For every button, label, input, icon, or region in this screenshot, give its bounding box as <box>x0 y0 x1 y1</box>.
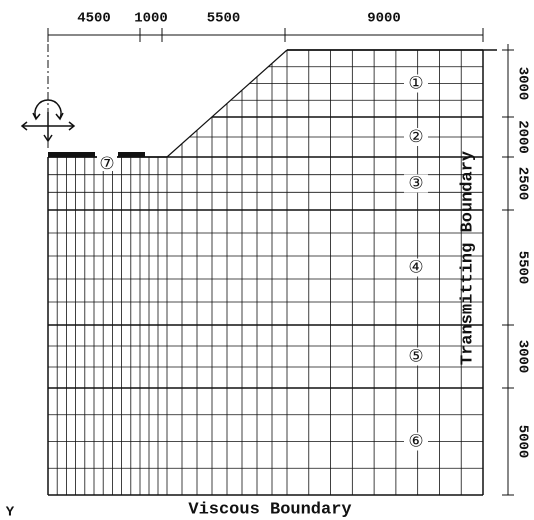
slope <box>166 49 288 158</box>
dimension-label: 5000 <box>514 425 530 459</box>
dimension-label: 2000 <box>514 120 530 154</box>
moment-arrowhead <box>32 112 41 121</box>
foundation-label: ⑦ <box>99 154 114 174</box>
moment-arrowhead <box>55 112 64 121</box>
dimension-label: 3000 <box>514 67 530 101</box>
mesh <box>47 49 497 496</box>
layer-label: ③ <box>408 174 423 194</box>
label-bg <box>404 128 428 146</box>
layer-label: ② <box>408 127 423 147</box>
foundation <box>48 152 95 157</box>
dimension-label: 2500 <box>514 167 530 201</box>
top-dimensions: 4500 1000 5500 9000 <box>47 11 484 42</box>
label-bg <box>404 74 428 93</box>
force-arrowhead <box>43 134 53 143</box>
dimension-label: 1000 <box>134 11 168 27</box>
layer-label: ⑥ <box>408 432 423 452</box>
force-arrowheads <box>20 121 76 131</box>
dimension-label: 4500 <box>77 11 111 27</box>
label-bg <box>404 174 428 193</box>
right-boundary-label: Transmitting Boundary <box>458 151 477 365</box>
bottom-boundary-label: Viscous Boundary <box>188 500 351 519</box>
dimension-label: 5500 <box>207 11 241 27</box>
layer-labels: ① ② ③ ④ ⑤ ⑥ <box>404 74 428 452</box>
moment-arrow <box>34 99 62 119</box>
label-bg <box>404 258 428 277</box>
label-bg <box>404 432 428 451</box>
dimension-label: 3000 <box>514 340 530 374</box>
right-dimensions: 3000 2000 2500 5500 3000 5000 <box>502 49 530 496</box>
dimension-label: 9000 <box>367 11 401 27</box>
label-bg <box>404 347 428 366</box>
layer-label: ⑤ <box>408 347 423 367</box>
layer-label: ④ <box>408 258 423 278</box>
dimension-label: 5500 <box>514 251 530 285</box>
layer-label: ① <box>408 74 423 94</box>
label-bg <box>97 155 117 171</box>
foundation <box>118 152 145 157</box>
axis-label: Y <box>6 505 15 520</box>
